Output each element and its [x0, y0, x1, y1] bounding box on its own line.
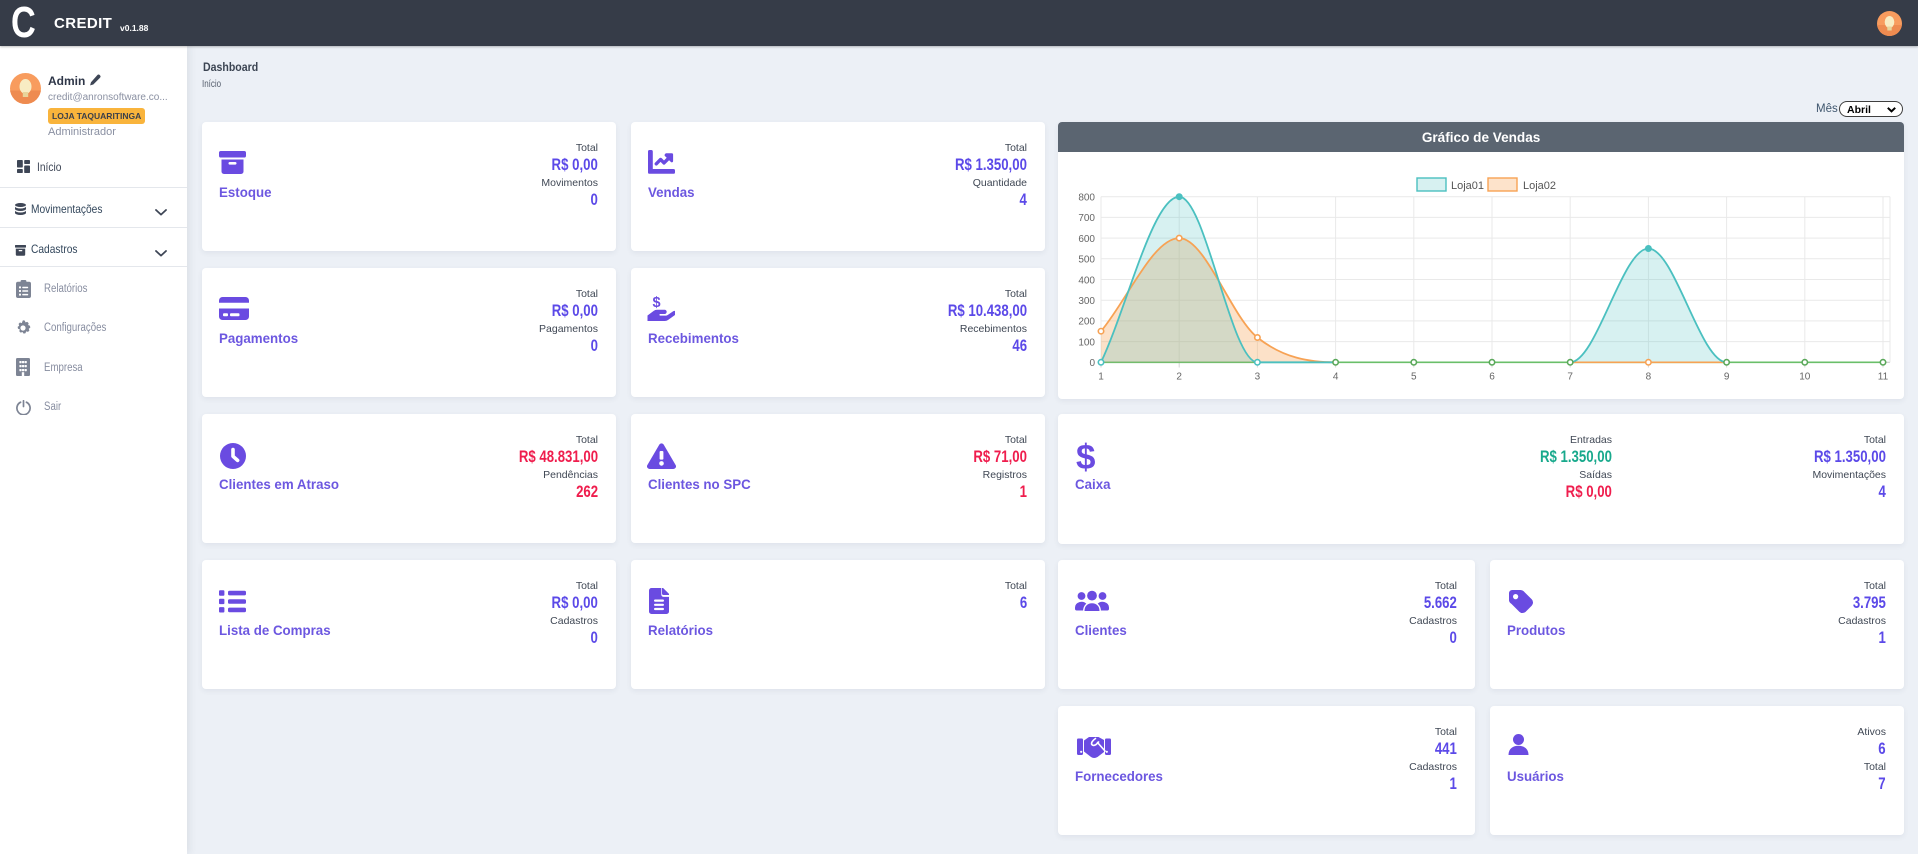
- svg-text:800: 800: [1078, 193, 1095, 204]
- svg-text:Loja02: Loja02: [1523, 180, 1556, 192]
- svg-text:6: 6: [1489, 372, 1495, 383]
- svg-text:5: 5: [1411, 372, 1417, 383]
- svg-text:8: 8: [1646, 372, 1652, 383]
- svg-text:400: 400: [1078, 275, 1095, 286]
- svg-text:4: 4: [1333, 372, 1339, 383]
- svg-text:600: 600: [1078, 234, 1095, 245]
- svg-text:9: 9: [1724, 372, 1730, 383]
- svg-text:2: 2: [1176, 372, 1182, 383]
- svg-text:10: 10: [1799, 372, 1811, 383]
- svg-text:0: 0: [1089, 358, 1095, 369]
- svg-text:$: $: [652, 295, 660, 311]
- svg-text:1: 1: [1098, 372, 1104, 383]
- svg-text:500: 500: [1078, 255, 1095, 266]
- svg-text:Loja01: Loja01: [1451, 180, 1484, 192]
- svg-text:100: 100: [1078, 337, 1095, 348]
- svg-text:11: 11: [1878, 372, 1889, 383]
- svg-text:3: 3: [1255, 372, 1261, 383]
- svg-text:7: 7: [1567, 372, 1573, 383]
- svg-text:200: 200: [1078, 317, 1095, 328]
- svg-text:700: 700: [1078, 213, 1095, 224]
- svg-text:300: 300: [1078, 296, 1095, 307]
